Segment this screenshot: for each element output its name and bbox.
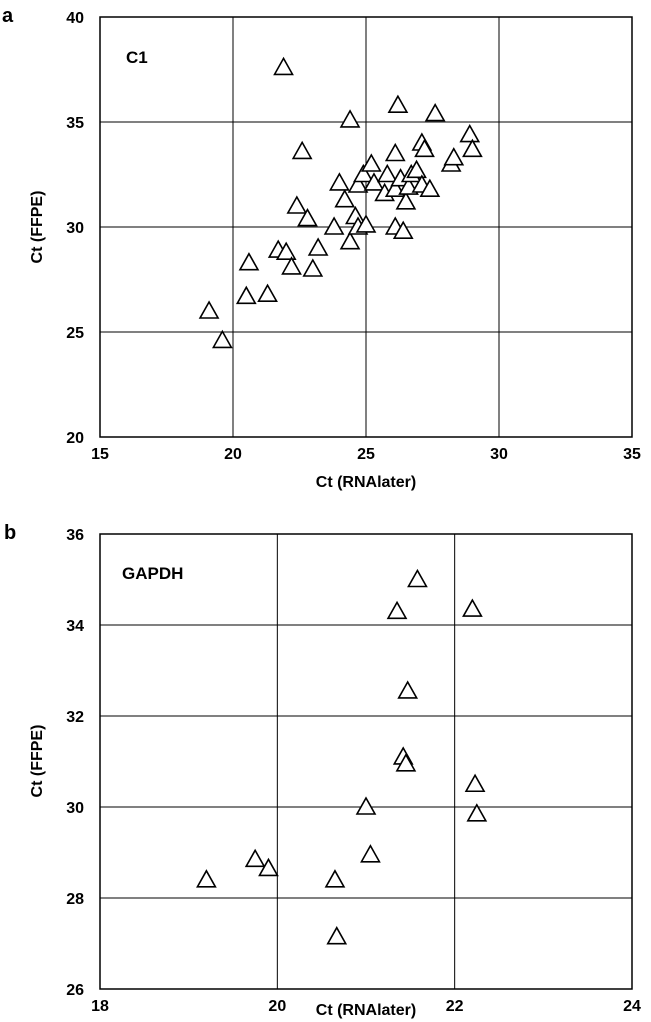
panel-a-data-point [459,123,481,143]
panel-a-data-point [384,142,406,162]
panel-b-data-point [397,680,419,699]
panel-b-x-ticks: 18 20 22 24 [91,998,641,1015]
panel-a-letter: a [2,5,14,27]
panel-a-data-point [273,56,294,76]
panel-a-x-tick-label: 35 [623,446,641,463]
panel-a-data-point [281,256,302,275]
panel-a-data-point [307,237,329,256]
panel-a-data-point [392,220,414,239]
panel-b: b GAPDH 18 20 22 24 26 28 30 32 34 36 Ct (RNAlat… [4,522,641,1019]
panel-a-data-point [339,109,361,128]
panel-a-data-point [257,283,278,303]
panel-a-data-point [302,258,324,277]
panel-a-y-tick-label: 35 [66,115,84,132]
panel-a-data-point [198,300,220,319]
panel-a-x-ticks: 15 20 25 30 35 [91,446,641,463]
panel-a-data-point [339,231,361,250]
panel-a-data-point [360,153,382,172]
panel-a-data-point [406,159,427,179]
panel-b-y-tick-label: 32 [66,709,84,726]
panel-b-letter: b [4,522,16,544]
panel-a-data-point [235,285,257,305]
panel-b-y-tick-label: 36 [66,527,84,544]
panel-a-data-point [323,216,345,235]
panel-a-data-point [347,174,369,193]
panel-b-data-point [407,568,428,588]
panel-b-data-point [258,857,279,877]
panel-b-x-tick-label: 22 [446,998,464,1015]
panel-b-data-point [466,803,488,822]
panel-b-y-axis-label: Ct (FFPE) [29,725,46,798]
panel-a-x-tick-label: 15 [91,446,109,463]
panel-a-y-tick-label: 40 [66,10,84,27]
panel-a-data-point [387,94,409,113]
panel-a-y-axis-label: Ct (FFPE) [29,191,46,264]
panel-b-x-tick-label: 18 [91,998,109,1015]
panel-b-y-tick-label: 28 [66,891,84,908]
panel-a-data-point [297,207,318,227]
panel-b-grid [100,534,632,989]
panel-a-data-point [352,163,374,183]
panel-b-data-point [464,773,486,793]
panel-b-markers [196,568,488,945]
panel-b-data-point [395,753,417,772]
panel-b-y-tick-label: 30 [66,800,84,817]
panel-a-data-point [424,102,446,122]
panel-b-data-point [386,600,408,620]
panel-a-data-point [462,138,483,158]
panel-a-data-point [334,189,356,208]
panel-a-x-tick-label: 20 [224,446,242,463]
panel-b-x-axis-label: Ct (RNAlater) [316,1002,416,1019]
panel-b-data-point [360,844,381,863]
panel-a-x-axis-label: Ct (RNAlater) [316,474,416,491]
panel-b-x-tick-label: 20 [268,998,286,1015]
panel-a-y-tick-label: 20 [66,430,84,447]
panel-b-y-tick-label: 26 [66,982,84,999]
panel-a-data-point [376,163,398,183]
panel-a-x-tick-label: 25 [357,446,375,463]
panel-a-data-point [414,138,435,158]
panel-b-data-point [324,869,346,888]
panel-a-x-tick-label: 30 [490,446,508,463]
panel-a-data-point [395,191,417,210]
panel-a-data-point [238,252,260,271]
panel-b-y-ticks: 26 28 30 32 34 36 [66,527,84,999]
panel-a-series-label: C1 [126,48,148,67]
panel-a-y-tick-label: 25 [66,325,84,342]
panel-b-series-label: GAPDH [122,564,183,583]
panel-a-data-point [275,241,297,261]
panel-b-data-point [326,926,348,945]
panel-a-plot-frame [99,16,633,438]
panel-a-markers [198,56,483,349]
panel-a-data-point [329,172,350,191]
panel-a-data-point [443,147,465,166]
panel-a-data-point [419,178,441,197]
panel-a-data-point [291,140,313,160]
panel-a-y-tick-label: 30 [66,220,84,237]
panel-b-data-point [196,869,217,888]
panel-a-data-point [286,195,308,214]
panel-a-data-point [211,329,233,349]
panel-b-data-point [462,598,483,617]
panel-a: a C1 15 20 25 30 35 20 25 30 35 40 Ct (RNAlater)… [2,5,641,491]
panel-a-data-point [355,214,377,233]
panel-a-y-ticks: 20 25 30 35 40 [66,10,84,447]
panel-b-data-point [355,796,377,815]
panel-b-y-tick-label: 34 [66,618,84,635]
panel-b-plot-frame [99,533,633,990]
panel-b-data-point [244,848,266,868]
panel-b-x-tick-label: 24 [623,998,641,1015]
